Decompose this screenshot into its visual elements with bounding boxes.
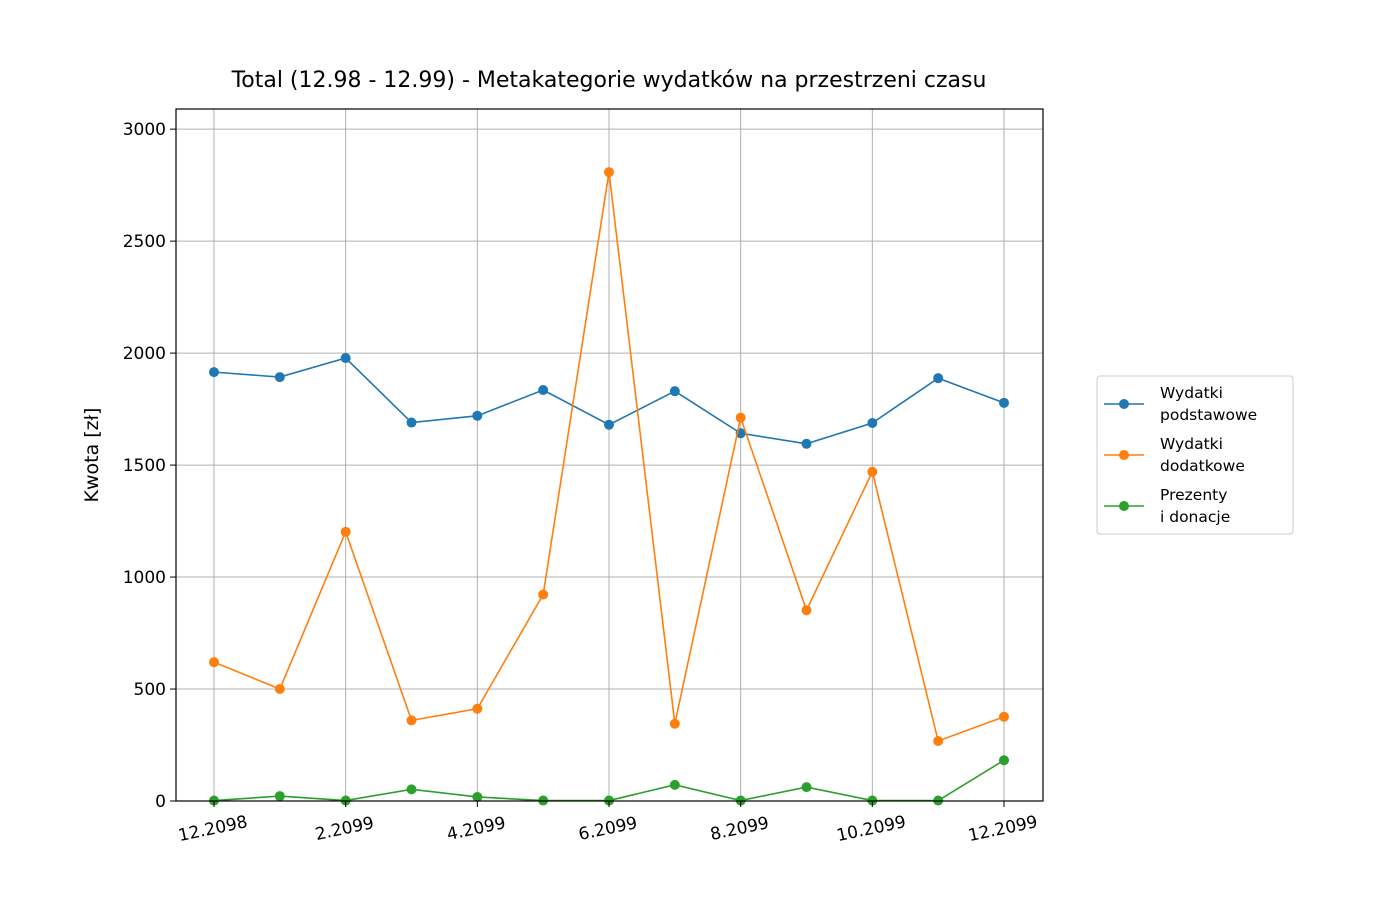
data-point (801, 605, 812, 616)
legend-label: Prezenty (1160, 486, 1227, 504)
data-point (669, 386, 680, 397)
chart-title: Total (12.98 - 12.99) - Metakategorie wy… (231, 68, 987, 93)
y-tick-label: 3000 (123, 120, 166, 140)
data-point (867, 466, 878, 477)
data-point (406, 784, 417, 795)
data-point (472, 410, 483, 421)
data-point (867, 417, 878, 428)
y-tick-label: 2500 (123, 232, 166, 252)
y-tick-label: 1000 (123, 568, 166, 588)
x-tick-label: 4.2099 (445, 813, 507, 845)
data-point (735, 412, 746, 423)
x-tick-label: 2.2099 (313, 813, 375, 845)
legend-label: dodatkowe (1160, 457, 1245, 475)
data-point (933, 373, 944, 384)
data-point (999, 397, 1009, 408)
data-point (538, 385, 549, 396)
data-point (999, 711, 1009, 722)
data-point (406, 715, 417, 726)
legend-swatch-marker (1119, 450, 1129, 460)
legend-label: Wydatki (1160, 435, 1223, 453)
data-point (274, 684, 285, 695)
x-tick-label: 10.2099 (835, 812, 908, 846)
y-tick-label: 0 (155, 792, 166, 812)
data-point (933, 735, 944, 746)
data-point (406, 417, 417, 428)
data-point (801, 782, 812, 793)
x-tick-label: 12.2098 (176, 812, 249, 846)
axis-ticks: 0 500 1000 1500 2000 2500 3000 12.2098 2.2099 4.2… (123, 120, 1040, 846)
data-point (472, 791, 483, 802)
x-tick-label: 12.2099 (966, 812, 1039, 846)
legend-label: Wydatki (1160, 384, 1223, 402)
x-tick-label: 6.2099 (577, 813, 639, 845)
y-axis-label: Kwota [zł] (81, 408, 103, 503)
data-point (604, 167, 614, 178)
legend-swatch-marker (1119, 399, 1129, 409)
y-tick-label: 1500 (123, 456, 166, 476)
legend-label: podstawowe (1160, 406, 1257, 424)
data-point (801, 438, 812, 449)
x-tick-label: 8.2099 (708, 813, 770, 845)
data-point (669, 779, 680, 790)
legend: Wydatki podstawowe Wydatki dodatkowe Prezent… (1096, 375, 1294, 535)
data-point (340, 353, 351, 364)
data-point (209, 657, 219, 668)
data-point (604, 419, 614, 430)
data-point (669, 718, 680, 729)
data-point (472, 703, 483, 714)
data-point (274, 372, 285, 383)
legend-swatch-marker (1119, 501, 1129, 511)
y-tick-label: 2000 (123, 344, 166, 364)
data-point (538, 589, 549, 600)
grid-lines (176, 109, 1043, 802)
data-point (999, 755, 1009, 766)
data-point (274, 791, 285, 802)
legend-label: i donacje (1160, 508, 1230, 526)
data-point (209, 367, 219, 378)
legend-box (1096, 375, 1294, 535)
data-point (340, 526, 351, 537)
y-tick-label: 500 (134, 680, 166, 700)
